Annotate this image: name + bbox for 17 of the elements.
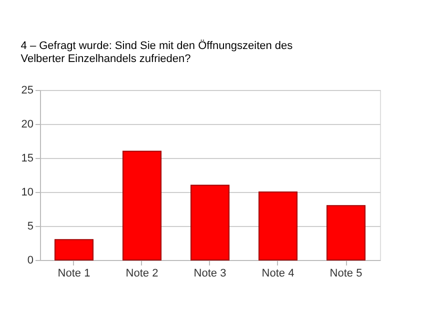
y-tick-label: 0 [27, 254, 34, 266]
bar [326, 205, 366, 260]
x-tick-label: Note 5 [330, 268, 362, 280]
bar [54, 239, 94, 260]
chart-title: 4 – Gefragt wurde: Sind Sie mit den Öffnungszeiten des Velberter Einzelhandels zufrieden? [20, 39, 294, 65]
y-tick-label: 10 [21, 186, 34, 198]
y-tick-label: 20 [21, 118, 34, 130]
y-tick-label: 25 [21, 84, 34, 96]
y-tick-label: 5 [27, 220, 34, 232]
bar [122, 150, 162, 260]
x-tick-label: Note 2 [126, 268, 158, 280]
bar [190, 184, 230, 260]
x-tick-label: Note 1 [58, 268, 90, 280]
x-tick-label: Note 4 [262, 268, 294, 280]
bar [258, 192, 298, 260]
y-tick-label: 15 [21, 152, 34, 164]
x-tick-label: Note 3 [194, 268, 226, 280]
